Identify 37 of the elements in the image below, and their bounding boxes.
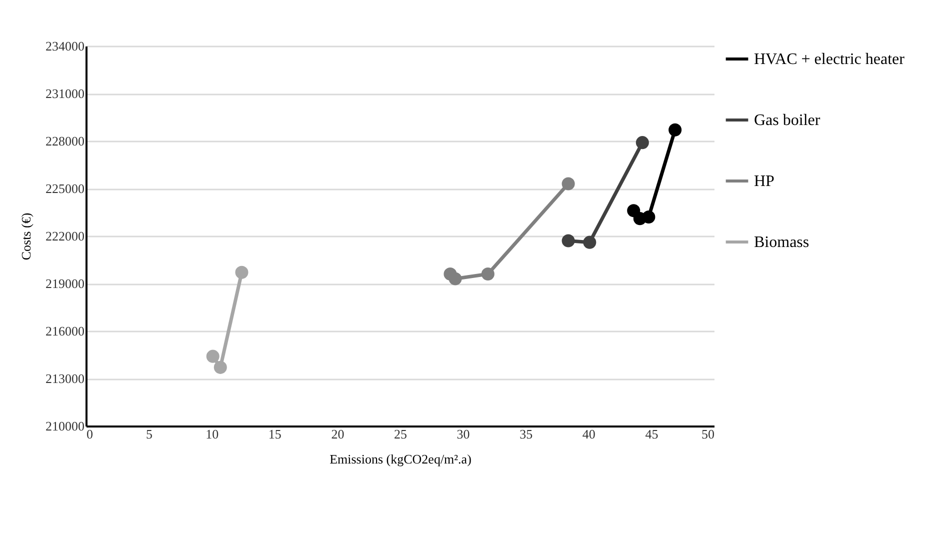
x-tick-label: 35 <box>520 426 533 442</box>
y-tick-label: 213000 <box>46 371 84 386</box>
point <box>668 123 682 136</box>
legend-label: HVAC + electric heater <box>754 51 906 68</box>
x-tick-label: 30 <box>456 426 470 442</box>
x-tick-label: 40 <box>582 426 596 442</box>
point <box>481 267 494 281</box>
y-axis-title: Costs (€) <box>18 212 34 260</box>
x-tick-label: 45 <box>645 426 658 442</box>
point <box>562 234 575 248</box>
x-axis-title: Emissions (kgCO2eq/m².a) <box>330 452 472 466</box>
legend-label: HP <box>754 173 775 190</box>
y-tick-label: 234000 <box>46 38 84 54</box>
point <box>214 360 227 374</box>
x-tick-label: 5 <box>146 426 153 442</box>
y-tick-label: 231000 <box>46 86 84 101</box>
x-tick-label: 20 <box>331 426 344 442</box>
legend-label: Gas boiler <box>754 112 821 129</box>
point <box>583 236 596 249</box>
x-tick-label: 15 <box>268 426 282 442</box>
point <box>642 210 656 224</box>
y-tick-label: 228000 <box>46 134 84 148</box>
y-tick-label: 216000 <box>46 324 84 338</box>
point <box>235 266 248 279</box>
point <box>206 350 220 363</box>
point <box>636 136 649 150</box>
y-tick-label: 225000 <box>46 181 84 196</box>
y-tick-label: 210000 <box>46 418 84 434</box>
legend-label: Biomass <box>754 234 810 251</box>
x-tick-label: 25 <box>394 426 407 442</box>
point <box>562 177 575 190</box>
y-tick-label: 222000 <box>46 228 84 244</box>
x-tick-label: 10 <box>206 426 219 442</box>
x-tick-label: 0 <box>86 426 93 442</box>
x-tick-label: 50 <box>702 426 714 442</box>
y-tick-label: 219000 <box>46 276 84 291</box>
point <box>448 272 462 286</box>
